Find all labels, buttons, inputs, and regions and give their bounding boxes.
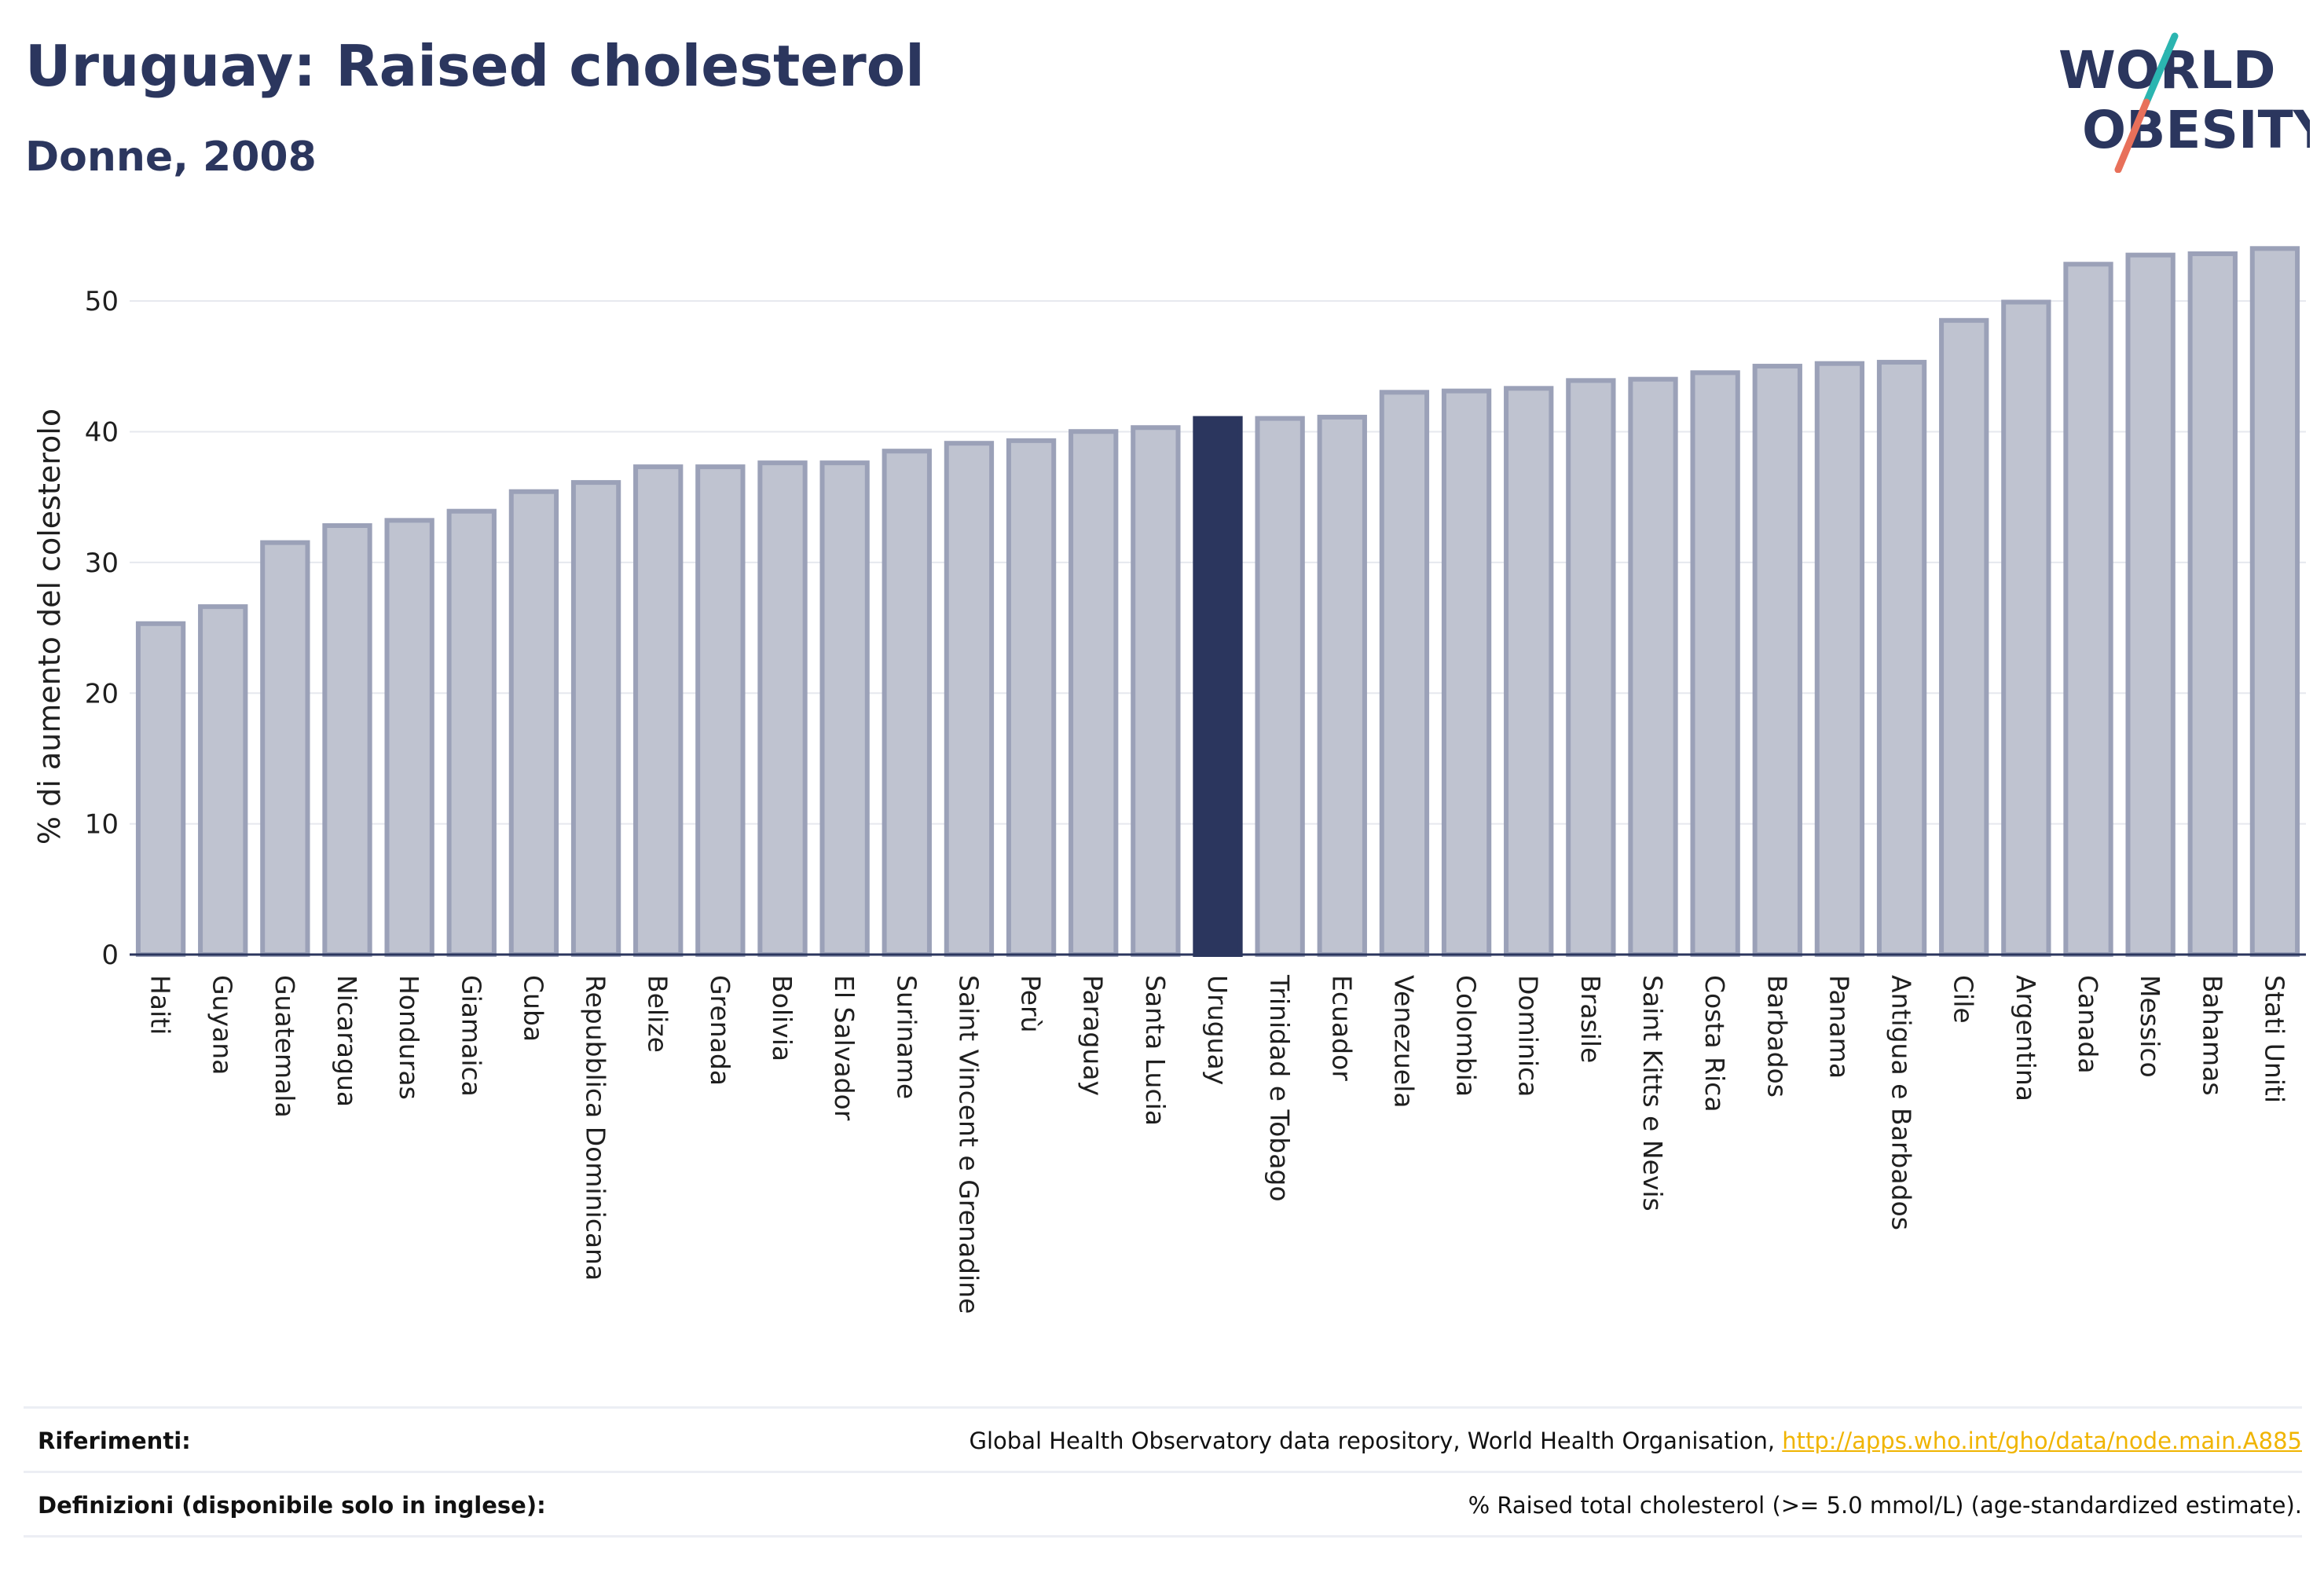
definitions-label: Definizioni (disponibile solo in inglese…	[38, 1492, 546, 1519]
x-tick-label: Santa Lucia	[1140, 975, 1171, 1126]
x-tick-label: Stati Uniti	[2259, 975, 2289, 1103]
bar-grenada	[695, 464, 746, 957]
x-tick-label: Costa Rica	[1699, 975, 1730, 1112]
x-tick-label: Repubblica Dominicana	[581, 975, 611, 1281]
bar-chart: 0 10 20 30 40 50 Haiti Guyana Guatemala Nicaragu…	[32, 246, 2306, 1314]
bar-cuba	[508, 489, 559, 957]
references-label: Riferimenti:	[38, 1428, 191, 1454]
chart-title: Uruguay: Raised cholesterol	[25, 33, 925, 99]
bar-antigua-e-barbados	[1876, 360, 1927, 957]
bar-giamaica	[446, 508, 497, 957]
y-tick-label: 50	[85, 286, 119, 317]
x-tick-label: Trinidad e Tobago	[1264, 974, 1295, 1202]
bar-bahamas	[2187, 251, 2238, 957]
x-tick-label: Cuba	[518, 975, 548, 1042]
x-tick-label: Belize	[643, 975, 673, 1053]
x-tick-label: Canada	[2073, 975, 2103, 1074]
references-row: Riferimenti: Global Health Observatory d…	[24, 1406, 2302, 1472]
x-tick-label: Messico	[2135, 975, 2165, 1078]
bar-brasile	[1566, 378, 1616, 957]
definitions-row: Definizioni (disponibile solo in inglese…	[24, 1471, 2302, 1536]
bar-suriname	[882, 449, 932, 957]
chart-subtitle: Donne, 2008	[25, 134, 317, 181]
y-tick-label: 20	[85, 678, 119, 709]
x-tick-label: Guatemala	[269, 975, 300, 1118]
x-tick-label: Honduras	[394, 975, 424, 1100]
y-tick-label: 10	[85, 809, 119, 841]
x-tick-label: Ecuador	[1326, 975, 1357, 1081]
y-tick-label: 40	[85, 417, 119, 449]
y-axis-title: % di aumento del colesterolo	[32, 409, 67, 845]
x-tick-label: Guyana	[207, 975, 238, 1075]
x-tick-label: Dominica	[1513, 975, 1544, 1097]
logo-slash-orange-icon	[2114, 98, 2150, 173]
bar-dominica	[1504, 386, 1554, 957]
bar-santa-lucia	[1131, 425, 1181, 957]
bar-argentina	[2001, 299, 2051, 957]
bar-paraguay	[1069, 429, 1119, 957]
x-tick-label: Perù	[1016, 975, 1047, 1033]
references-link[interactable]: http://apps.who.int/gho/data/node.main.A…	[1782, 1428, 2302, 1454]
category-labels: Haiti Guyana Guatemala Nicaragua Honduras Gia…	[145, 974, 2290, 1314]
bar-panama	[1814, 361, 1865, 957]
x-tick-label: Brasile	[1575, 975, 1606, 1063]
x-tick-label: Grenada	[705, 975, 735, 1086]
x-tick-label: Argentina	[2011, 975, 2041, 1101]
bar-saint-vincent-e-grenadine	[944, 441, 995, 957]
x-tick-label: Venezuela	[1388, 975, 1419, 1108]
bar-stati-uniti	[2249, 246, 2300, 957]
bar-per-	[1006, 438, 1057, 957]
y-tick-label: 0	[101, 940, 119, 971]
x-tick-label: Cile	[1948, 975, 1979, 1024]
bar-colombia	[1441, 388, 1492, 957]
references-value: Global Health Observatory data repositor…	[970, 1428, 2302, 1454]
x-tick-label: Bolivia	[767, 975, 797, 1061]
bar-honduras	[384, 518, 434, 957]
bar-nicaragua	[322, 523, 372, 957]
x-tick-label: Giamaica	[456, 975, 486, 1097]
bar-guatemala	[260, 540, 310, 957]
x-tick-label: Haiti	[145, 975, 176, 1035]
x-tick-label: Bahamas	[2197, 975, 2227, 1096]
bar-canada	[2063, 262, 2113, 958]
x-tick-label: Saint Vincent e Grenadine	[953, 975, 984, 1314]
bar-costa-rica	[1690, 370, 1740, 957]
world-obesity-logo: WORLD OBESITY	[2058, 32, 2310, 173]
x-tick-label: Saint Kitts e Nevis	[1637, 975, 1668, 1211]
x-tick-label: Paraguay	[1078, 975, 1109, 1096]
bar-messico	[2125, 252, 2176, 957]
bar-haiti	[135, 621, 186, 957]
footer-bottom-divider	[24, 1535, 2302, 1539]
x-tick-label: Colombia	[1451, 975, 1482, 1097]
bar-ecuador	[1317, 414, 1367, 957]
x-tick-label: Panama	[1824, 975, 1854, 1079]
logo-line2: OBESITY	[2082, 100, 2310, 160]
x-tick-label: Nicaragua	[332, 975, 362, 1107]
bar-barbados	[1752, 364, 1802, 957]
bars	[135, 246, 2300, 958]
logo-slash-teal-icon	[2143, 32, 2179, 106]
bar-venezuela	[1379, 390, 1430, 957]
bar-trinidad-e-tobago	[1255, 416, 1305, 957]
bar-guyana	[198, 604, 248, 957]
x-tick-label: Barbados	[1761, 975, 1792, 1098]
x-tick-label: Suriname	[891, 975, 922, 1099]
bar-saint-kitts-e-nevis	[1628, 376, 1678, 957]
x-tick-label: Uruguay	[1202, 975, 1233, 1085]
bar-uruguay	[1193, 416, 1243, 957]
bar-el-salvador	[819, 460, 870, 957]
x-tick-label: Antigua e Barbados	[1886, 975, 1917, 1230]
bar-cile	[1939, 317, 1989, 957]
axes: 0 10 20 30 40 50	[85, 286, 2306, 971]
references-text: Global Health Observatory data repositor…	[969, 1428, 1783, 1454]
definitions-text: % Raised total cholesterol (>= 5.0 mmol/…	[1468, 1492, 2302, 1519]
bar-bolivia	[757, 460, 808, 957]
y-tick-label: 30	[85, 548, 119, 579]
bar-repubblica-dominicana	[570, 480, 621, 957]
bar-belize	[633, 464, 684, 957]
x-tick-label: El Salvador	[829, 975, 860, 1121]
